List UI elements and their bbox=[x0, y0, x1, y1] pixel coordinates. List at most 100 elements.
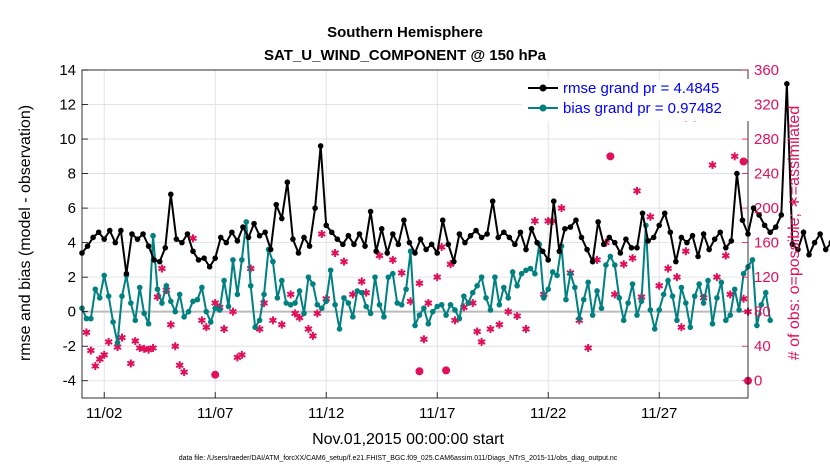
bias-point bbox=[731, 286, 738, 293]
bias-point bbox=[301, 310, 307, 317]
chart-subtitle: SAT_U_WIND_COMPONENT @ 150 hPa bbox=[264, 47, 547, 64]
bias-point bbox=[225, 303, 232, 310]
bias-point bbox=[425, 320, 432, 327]
bias-point bbox=[398, 301, 405, 308]
bias-point bbox=[616, 295, 623, 301]
rmse-point bbox=[106, 227, 113, 234]
bias-point bbox=[381, 314, 387, 320]
rmse-point bbox=[262, 229, 268, 236]
obs-assimilated-marker bbox=[522, 324, 530, 333]
y-right-tick-label: 280 bbox=[754, 131, 779, 148]
rmse-point bbox=[223, 239, 230, 246]
rmse-point bbox=[784, 81, 790, 87]
rmse-point bbox=[273, 201, 280, 208]
bias-point bbox=[88, 315, 94, 322]
obs-assimilated-marker bbox=[220, 324, 229, 333]
bias-point bbox=[527, 265, 534, 272]
rmse-point bbox=[539, 248, 546, 255]
bias-point bbox=[429, 308, 436, 315]
obs-assimilated-marker bbox=[433, 273, 442, 282]
rmse-point bbox=[589, 258, 596, 265]
rmse-point bbox=[301, 234, 307, 241]
bias-point bbox=[243, 219, 250, 225]
bias-point bbox=[256, 317, 263, 324]
bias-point bbox=[132, 317, 139, 324]
rmse-point bbox=[817, 231, 823, 237]
rmse-point bbox=[778, 212, 785, 218]
obs-assimilated-marker bbox=[677, 323, 686, 332]
bias-point bbox=[407, 248, 414, 255]
rmse-point bbox=[617, 250, 624, 256]
y-right-tick-label: 0 bbox=[754, 373, 762, 390]
bias-point bbox=[105, 293, 112, 299]
bias-point bbox=[421, 305, 427, 312]
bias-point bbox=[696, 281, 702, 287]
bias-point bbox=[678, 284, 685, 291]
rmse-point bbox=[750, 205, 757, 211]
rmse-point bbox=[390, 231, 396, 237]
bias-point bbox=[501, 284, 507, 291]
bias-series bbox=[79, 219, 773, 346]
legend-rmse-marker bbox=[539, 84, 547, 92]
obs-assimilated-marker bbox=[339, 257, 348, 266]
rmse-point bbox=[489, 198, 496, 204]
obs-possible-marker bbox=[606, 152, 615, 161]
rmse-point bbox=[151, 257, 157, 263]
bias-point bbox=[310, 281, 316, 287]
rmse-point bbox=[323, 222, 330, 229]
bias-point bbox=[176, 291, 183, 298]
bias-point bbox=[665, 277, 671, 284]
obs-assimilated-marker bbox=[633, 186, 641, 195]
obs-assimilated-marker bbox=[291, 309, 300, 318]
bias-point bbox=[128, 300, 134, 306]
bias-point bbox=[567, 270, 574, 277]
bias-point bbox=[469, 289, 476, 296]
rmse-point bbox=[550, 198, 557, 204]
rmse-point bbox=[711, 236, 718, 242]
bias-point bbox=[651, 326, 658, 332]
obs-assimilated-marker bbox=[708, 160, 717, 169]
legend-box bbox=[522, 79, 752, 121]
rmse-point bbox=[484, 231, 490, 237]
rmse-point bbox=[689, 232, 696, 239]
rmse-point bbox=[528, 226, 535, 232]
obs-assimilated-marker bbox=[664, 264, 673, 273]
rmse-point bbox=[678, 234, 685, 241]
obs-assimilated-marker bbox=[477, 337, 486, 346]
bias-point bbox=[341, 295, 347, 301]
bias-point bbox=[727, 312, 734, 318]
y-axis-left-ticks: -4 -2 0 2 4 6 8 10 12 14 bbox=[59, 62, 88, 390]
bias-point bbox=[540, 295, 547, 301]
rmse-point bbox=[772, 224, 779, 230]
bias-point bbox=[434, 303, 441, 310]
bias-point bbox=[714, 295, 720, 301]
bias-point bbox=[438, 301, 445, 308]
rmse-point bbox=[201, 255, 207, 261]
obs-assimilated-marker bbox=[357, 277, 366, 286]
rmse-point bbox=[567, 224, 574, 230]
rmse-point bbox=[156, 258, 163, 265]
bias-point bbox=[758, 301, 765, 308]
rmse-series bbox=[79, 81, 830, 277]
rmse-point bbox=[534, 239, 540, 246]
rmse-point bbox=[645, 238, 651, 244]
rmse-point bbox=[700, 231, 707, 237]
rmse-point bbox=[345, 232, 352, 239]
obs-assimilated-marker bbox=[348, 290, 357, 299]
x-tick-label: 11/27 bbox=[641, 405, 677, 422]
obs-assimilated-marker bbox=[246, 264, 255, 273]
rmse-point bbox=[245, 234, 252, 241]
rmse-point bbox=[811, 239, 818, 246]
bias-point bbox=[221, 277, 227, 284]
obs-assimilated-marker bbox=[149, 343, 158, 352]
bias-point bbox=[234, 291, 241, 298]
obs-assimilated-marker bbox=[317, 230, 326, 238]
rmse-point bbox=[717, 229, 724, 236]
bias-point bbox=[634, 312, 640, 318]
rmse-point bbox=[517, 229, 524, 236]
rmse-point bbox=[512, 241, 518, 248]
obs-assimilated-marker bbox=[557, 204, 566, 213]
rmse-point bbox=[101, 236, 107, 242]
y-tick-label: 0 bbox=[68, 304, 76, 321]
